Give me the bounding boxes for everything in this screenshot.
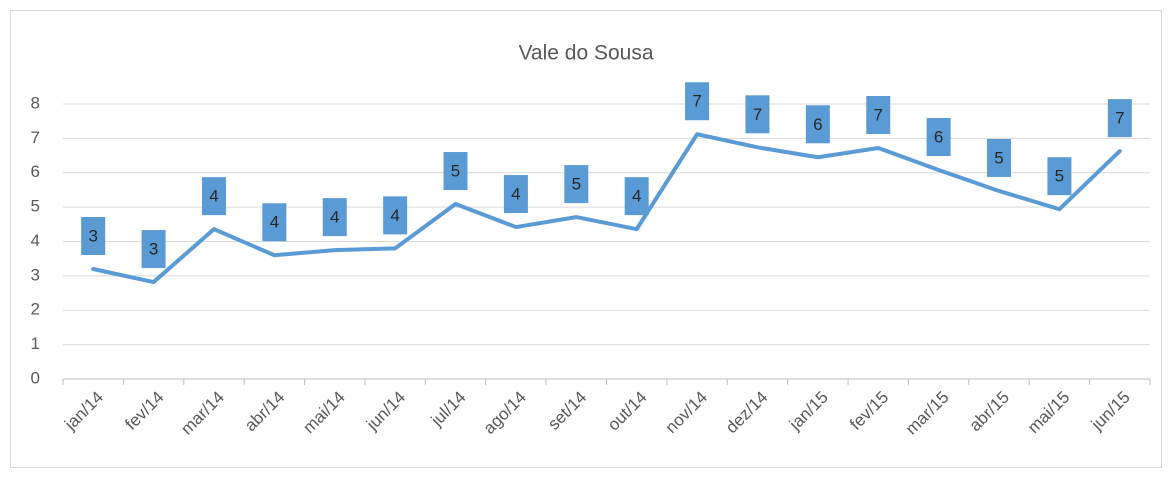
data-label-box [322, 198, 347, 237]
data-label-box [685, 82, 710, 121]
y-tick-label: 5 [31, 197, 40, 216]
data-label: 4 [270, 213, 279, 232]
y-tick-label: 6 [31, 162, 40, 181]
data-label: 7 [692, 92, 701, 111]
data-label-box [81, 217, 106, 255]
y-tick-label: 1 [31, 334, 40, 353]
y-tick-label: 7 [31, 128, 40, 147]
data-label: 5 [1055, 167, 1064, 186]
data-label-box [1047, 157, 1072, 196]
data-label-box [805, 105, 830, 144]
data-label: 4 [330, 208, 339, 227]
data-label: 5 [572, 175, 581, 194]
data-label-box [866, 96, 891, 134]
data-label: 7 [753, 105, 762, 124]
y-tick-label: 4 [31, 231, 40, 250]
data-label: 5 [994, 148, 1003, 167]
line [91, 132, 1122, 285]
data-label: 4 [632, 187, 641, 206]
data-label: 4 [390, 206, 399, 225]
data-label-box [564, 165, 589, 204]
chart-title: Vale do Sousa [518, 42, 653, 65]
data-label-box [262, 203, 287, 242]
data-label-box [443, 152, 468, 191]
data-label-box [624, 177, 649, 216]
y-tick-label: 3 [31, 265, 40, 284]
data-label: 4 [511, 185, 520, 204]
data-label-box [141, 230, 166, 269]
data-label: 4 [209, 187, 218, 206]
data-label: 3 [88, 226, 97, 245]
y-tick-label: 0 [31, 368, 40, 387]
data-label: 5 [451, 162, 460, 181]
data-label-box [1107, 99, 1132, 138]
data-label-box [745, 95, 770, 134]
data-label-box [926, 118, 951, 156]
data-label: 3 [149, 240, 158, 259]
data-label: 6 [934, 127, 943, 146]
data-label-box [987, 138, 1012, 177]
data-label: 7 [1115, 109, 1124, 128]
y-tick-label: 2 [31, 300, 40, 319]
data-label-box [383, 196, 408, 235]
data-label-box [201, 177, 226, 216]
data-label: 7 [874, 105, 883, 124]
y-tick-label: 8 [31, 93, 40, 112]
data-label: 6 [813, 115, 822, 134]
data-label-box [503, 175, 528, 214]
